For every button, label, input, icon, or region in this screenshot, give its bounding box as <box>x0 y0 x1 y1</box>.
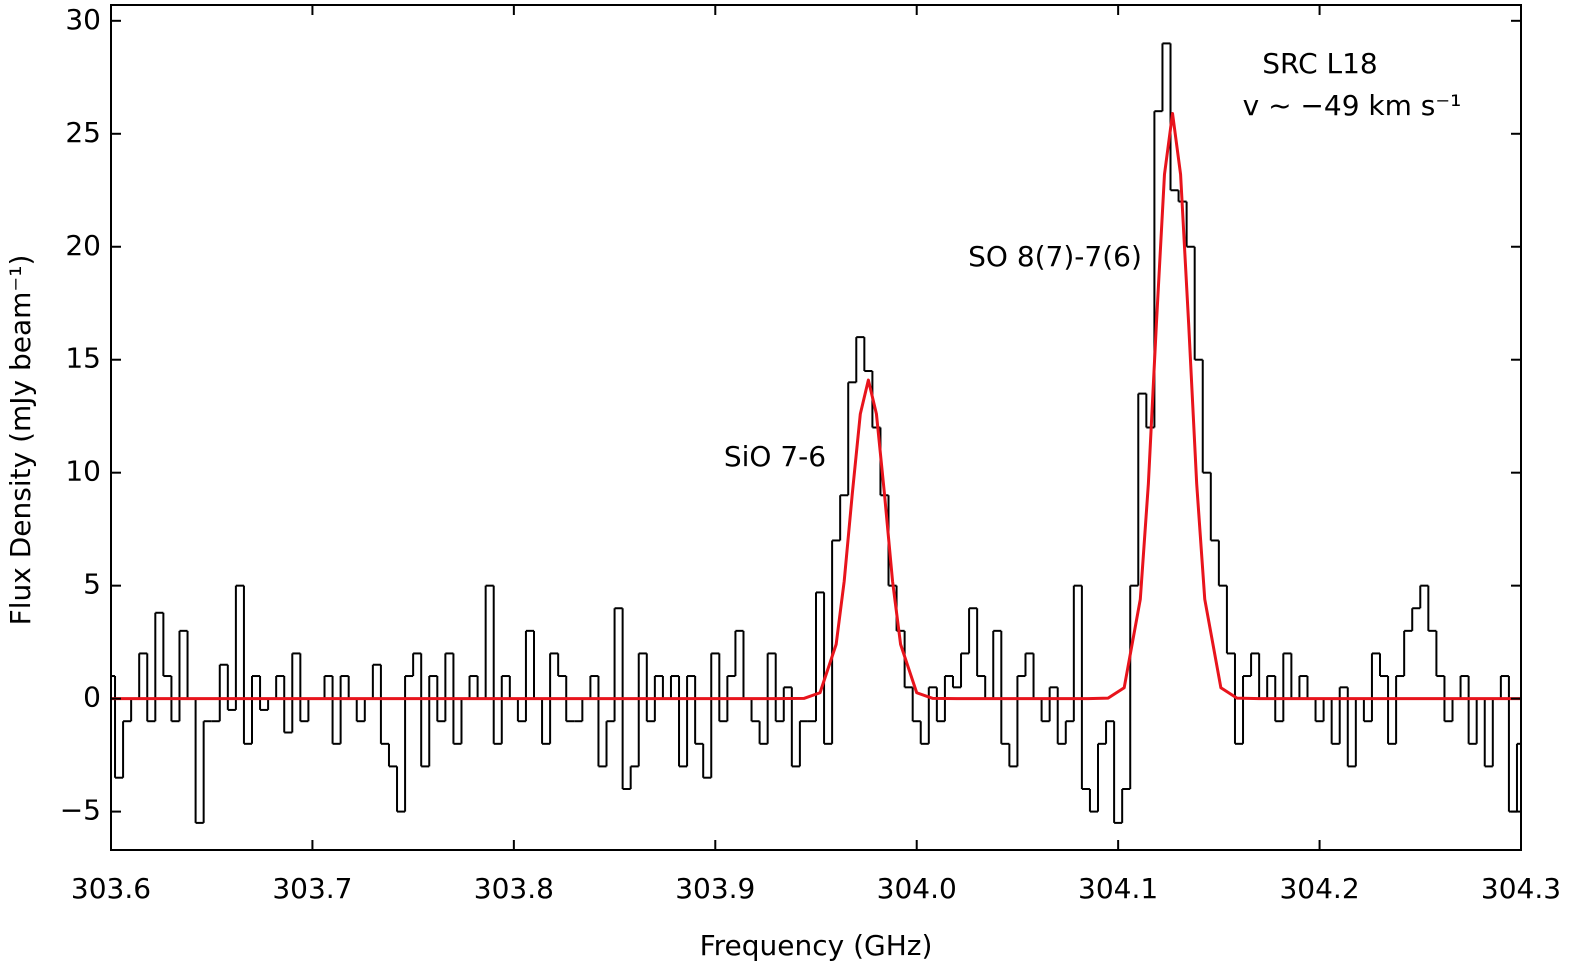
y-tick-label: 15 <box>65 342 101 375</box>
annotation: SiO 7-6 <box>724 440 826 473</box>
y-tick-label: 0 <box>83 681 101 714</box>
y-tick-label: −5 <box>60 794 101 827</box>
x-tick-label: 303.7 <box>272 872 352 905</box>
y-tick-label: 25 <box>65 116 101 149</box>
x-axis-label: Frequency (GHz) <box>700 929 933 962</box>
plot-area <box>111 42 1521 824</box>
spectrum-connector <box>114 43 1518 823</box>
x-tick-label: 303.8 <box>474 872 554 905</box>
y-tick-label: 30 <box>65 3 101 36</box>
x-tick-label: 304.2 <box>1279 872 1359 905</box>
x-tick-label: 304.3 <box>1481 872 1561 905</box>
y-tick-label: 20 <box>65 229 101 262</box>
gaussian-fit <box>111 111 1521 701</box>
annotation: SRC L18 <box>1262 47 1378 80</box>
x-tick-label: 304.0 <box>877 872 957 905</box>
frame <box>110 4 1522 851</box>
y-axis-label: Flux Density (mJy beam⁻¹) <box>4 255 37 626</box>
y-tick-label: 10 <box>65 455 101 488</box>
x-tick-label: 304.1 <box>1078 872 1158 905</box>
annotation: SO 8(7)-7(6) <box>968 240 1142 273</box>
x-tick-label: 303.6 <box>71 872 151 905</box>
annotation: v ~ −49 km s⁻¹ <box>1243 89 1462 122</box>
x-tick-label: 303.9 <box>675 872 755 905</box>
y-tick-label: 5 <box>83 568 101 601</box>
